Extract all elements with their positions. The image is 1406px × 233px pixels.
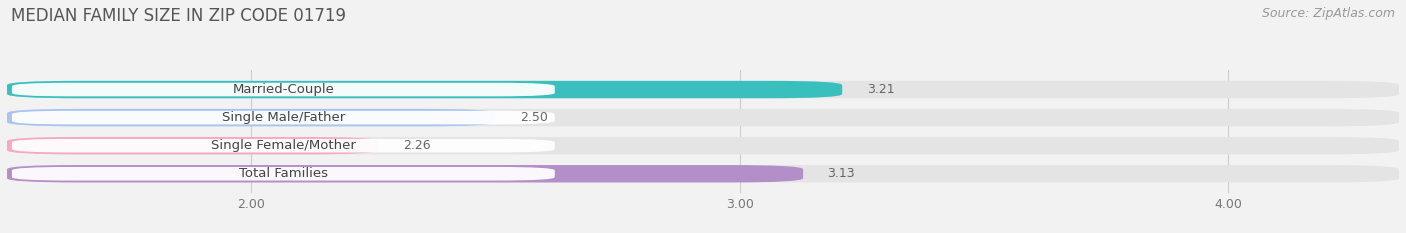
Text: Single Male/Father: Single Male/Father — [222, 111, 344, 124]
FancyBboxPatch shape — [7, 109, 495, 126]
Text: 3.13: 3.13 — [828, 167, 855, 180]
FancyBboxPatch shape — [11, 111, 555, 124]
FancyBboxPatch shape — [7, 109, 1399, 126]
Text: MEDIAN FAMILY SIZE IN ZIP CODE 01719: MEDIAN FAMILY SIZE IN ZIP CODE 01719 — [11, 7, 346, 25]
FancyBboxPatch shape — [7, 137, 1399, 154]
FancyBboxPatch shape — [7, 165, 803, 182]
Text: Single Female/Mother: Single Female/Mother — [211, 139, 356, 152]
Text: Source: ZipAtlas.com: Source: ZipAtlas.com — [1261, 7, 1395, 20]
FancyBboxPatch shape — [7, 137, 378, 154]
Text: 2.50: 2.50 — [520, 111, 548, 124]
FancyBboxPatch shape — [7, 165, 1399, 182]
FancyBboxPatch shape — [7, 81, 842, 98]
Text: Total Families: Total Families — [239, 167, 328, 180]
Text: Married-Couple: Married-Couple — [232, 83, 335, 96]
FancyBboxPatch shape — [11, 167, 555, 181]
FancyBboxPatch shape — [11, 83, 555, 96]
Text: 2.26: 2.26 — [402, 139, 430, 152]
FancyBboxPatch shape — [11, 139, 555, 152]
Text: 3.21: 3.21 — [866, 83, 894, 96]
FancyBboxPatch shape — [7, 81, 1399, 98]
